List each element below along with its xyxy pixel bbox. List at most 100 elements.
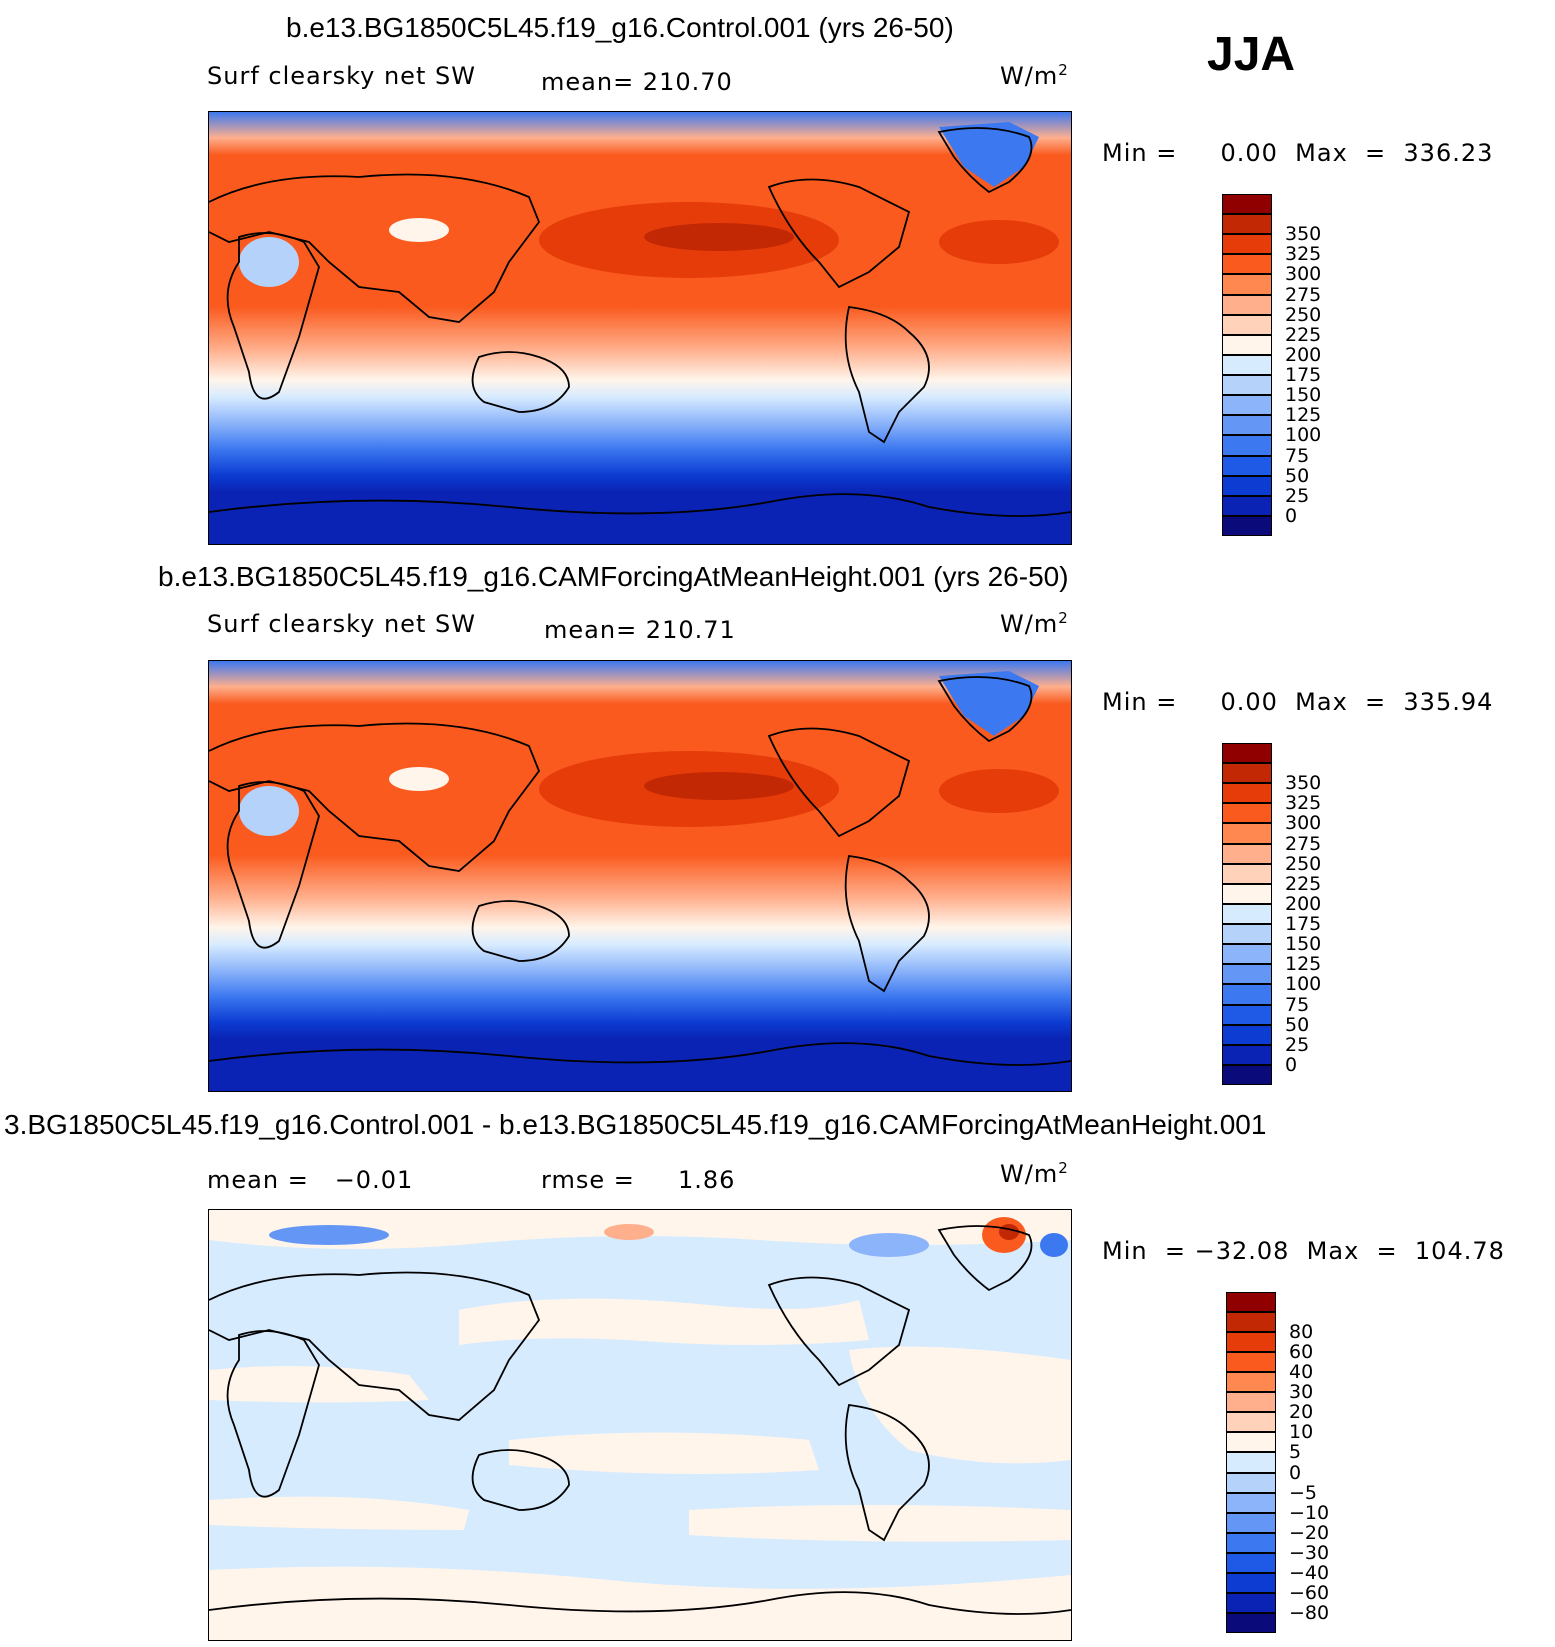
colorbar-swatch — [1222, 495, 1272, 516]
panel-3-mean-label: mean = −0.01 — [207, 1166, 414, 1194]
colorbar-tick-label: 0 — [1289, 1461, 1302, 1484]
colorbar-tick-label: 25 — [1285, 1033, 1310, 1056]
panel-1-min-max: Min = 0.00 Max = 336.23 — [1102, 139, 1494, 167]
colorbar-swatch — [1222, 415, 1272, 436]
panel-2-variable-label: Surf clearsky net SW — [207, 610, 476, 638]
greenland-patch — [939, 671, 1039, 736]
panel-3-map — [208, 1209, 1072, 1641]
panel-2-title: b.e13.BG1850C5L45.f19_g16.CAMForcingAtMe… — [158, 561, 1069, 592]
season-label: JJA — [1207, 28, 1296, 81]
colorbar-swatch — [1226, 1412, 1276, 1433]
colorbar-swatch — [1222, 314, 1272, 335]
panel-2-colorbar — [1222, 743, 1272, 1085]
colorbar-tick-label: 250 — [1285, 303, 1322, 326]
colorbar-swatch — [1222, 1044, 1272, 1065]
colorbar-swatch — [1226, 1432, 1276, 1453]
colorbar-tick-label: 75 — [1285, 444, 1310, 467]
colorbar-tick-label: −80 — [1289, 1601, 1330, 1624]
panel-2-min-max: Min = 0.00 Max = 335.94 — [1102, 688, 1494, 716]
unit-exponent: 2 — [1058, 61, 1069, 79]
colorbar-swatch — [1222, 234, 1272, 255]
colorbar-tick-label: 275 — [1285, 283, 1322, 306]
colorbar-tick-label: 125 — [1285, 404, 1322, 427]
colorbar-swatch — [1222, 883, 1272, 904]
colorbar-swatch — [1222, 395, 1272, 416]
panel-1-coastlines — [209, 127, 1071, 517]
colorbar-tick-label: 50 — [1285, 464, 1310, 487]
colorbar-swatch — [1226, 1332, 1276, 1353]
colorbar-tick-label: 350 — [1285, 223, 1322, 246]
colorbar-swatch — [1226, 1392, 1276, 1413]
colorbar-tick-label: 250 — [1285, 852, 1322, 875]
unit-exponent: 2 — [1058, 1159, 1069, 1177]
colorbar-tick-label: 175 — [1285, 913, 1322, 936]
colorbar-tick-label: −10 — [1289, 1501, 1330, 1524]
colorbar-tick-label: 0 — [1285, 1053, 1298, 1076]
panel-2-map — [208, 660, 1072, 1092]
colorbar-tick-label: 40 — [1289, 1361, 1314, 1384]
colorbar-tick-label: 0 — [1285, 504, 1298, 527]
colorbar-swatch — [1226, 1532, 1276, 1553]
tibet-patch — [389, 218, 449, 242]
colorbar-tick-label: 275 — [1285, 832, 1322, 855]
colorbar-tick-label: 50 — [1285, 1013, 1310, 1036]
colorbar-tick-label: 30 — [1289, 1381, 1314, 1404]
colorbar-swatch — [1222, 475, 1272, 496]
colorbar-swatch — [1226, 1292, 1276, 1313]
colorbar-swatch — [1222, 515, 1272, 536]
unit-base: W/m — [1000, 1160, 1059, 1188]
colorbar-swatch — [1226, 1492, 1276, 1513]
colorbar-tick-label: −20 — [1289, 1521, 1330, 1544]
panel-1-title: b.e13.BG1850C5L45.f19_g16.Control.001 (y… — [286, 12, 954, 43]
colorbar-swatch — [1222, 964, 1272, 985]
panel-3-title: 3.BG1850C5L45.f19_g16.Control.001 - b.e1… — [4, 1109, 1267, 1140]
colorbar-swatch — [1226, 1592, 1276, 1613]
colorbar-swatch — [1222, 254, 1272, 275]
colorbar-swatch — [1222, 823, 1272, 844]
colorbar-swatch — [1222, 743, 1272, 764]
atlantic-high — [939, 220, 1059, 264]
panel-3-colorbar-ticks: −80 −60 −40 −30 −20 −10 −5 0 5 10 20 30 40 60 80 — [1289, 1292, 1369, 1633]
colorbar-swatch — [1222, 924, 1272, 945]
colorbar-swatch — [1222, 334, 1272, 355]
colorbar-swatch — [1222, 1064, 1272, 1085]
colorbar-swatch — [1226, 1512, 1276, 1533]
panel-2-colorbar-ticks: 0 25 50 75 100 125 150 175 200 225 250 275 300 325 350 — [1285, 743, 1365, 1085]
colorbar-tick-label: −30 — [1289, 1541, 1330, 1564]
colorbar-tick-label: 300 — [1285, 812, 1322, 835]
colorbar-tick-label: 300 — [1285, 263, 1322, 286]
colorbar-swatch — [1222, 944, 1272, 965]
colorbar-tick-label: 325 — [1285, 243, 1322, 266]
colorbar-tick-label: 225 — [1285, 323, 1322, 346]
panel-3-coastlines — [209, 1225, 1071, 1615]
panel-2-unit-label: W/m2 — [1000, 610, 1069, 638]
colorbar-swatch — [1226, 1312, 1276, 1333]
pacific-high-core — [644, 223, 794, 251]
atlantic-high — [939, 769, 1059, 813]
panel-3-rmse-label: rmse = 1.86 — [541, 1166, 736, 1194]
panel-3-unit-label: W/m2 — [1000, 1160, 1069, 1188]
colorbar-swatch — [1226, 1552, 1276, 1573]
colorbar-tick-label: 80 — [1289, 1321, 1314, 1344]
colorbar-tick-label: 200 — [1285, 343, 1322, 366]
colorbar-swatch — [1222, 843, 1272, 864]
colorbar-tick-label: 175 — [1285, 364, 1322, 387]
colorbar-tick-label: −5 — [1289, 1481, 1318, 1504]
pacific-high-core — [644, 772, 794, 800]
colorbar-swatch — [1226, 1372, 1276, 1393]
panel-1-colorbar-ticks: 0 25 50 75 100 125 150 175 200 225 250 275 300 325 350 — [1285, 194, 1365, 536]
colorbar-swatch — [1222, 1024, 1272, 1045]
unit-base: W/m — [1000, 62, 1059, 90]
panel-1-variable-label: Surf clearsky net SW — [207, 62, 476, 90]
colorbar-swatch — [1222, 903, 1272, 925]
sahara-patch — [239, 786, 299, 836]
colorbar-tick-label: 60 — [1289, 1341, 1314, 1364]
colorbar-tick-label: 5 — [1289, 1441, 1302, 1464]
panel-2-mean-label: mean= 210.71 — [544, 616, 736, 644]
colorbar-swatch — [1226, 1472, 1276, 1493]
colorbar-tick-label: 100 — [1285, 424, 1322, 447]
colorbar-swatch — [1222, 1004, 1272, 1025]
panel-1-mean-label: mean= 210.70 — [541, 68, 733, 96]
colorbar-tick-label: −40 — [1289, 1561, 1330, 1584]
colorbar-tick-label: 20 — [1289, 1401, 1314, 1424]
